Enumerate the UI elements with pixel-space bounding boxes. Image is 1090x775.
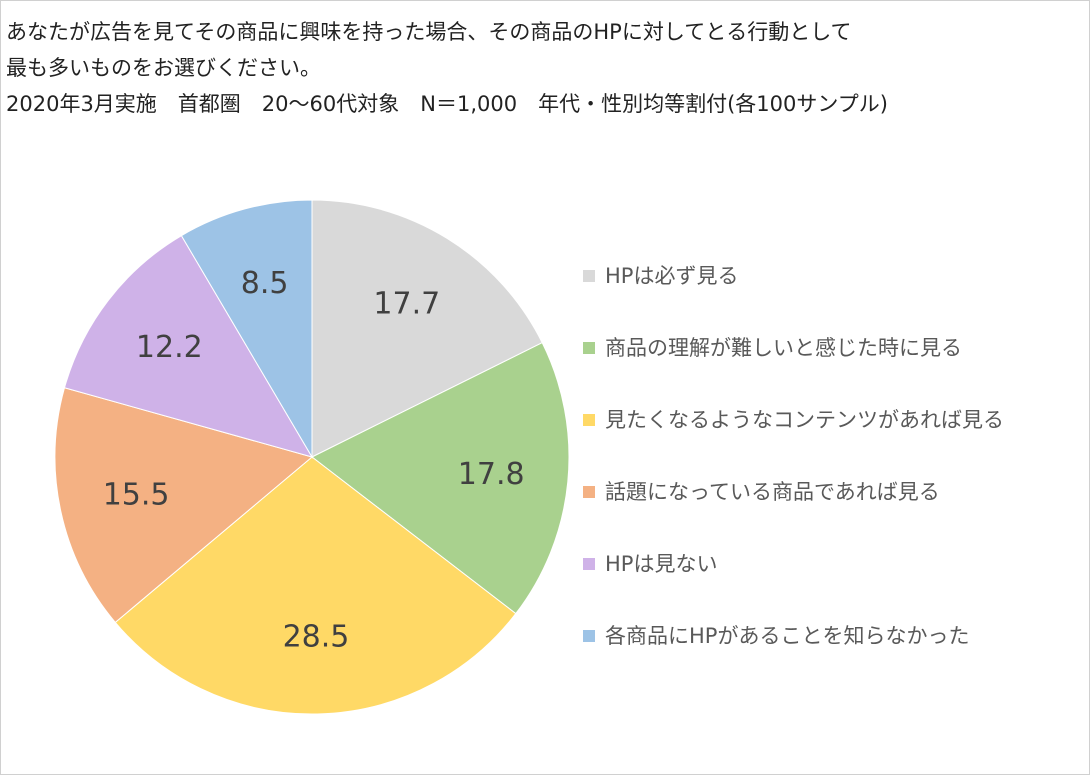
legend-label: HPは必ず見る: [605, 264, 739, 288]
legend-swatch: [583, 342, 595, 354]
legend-item-6: 各商品にHPがあることを知らなかった: [583, 618, 1004, 690]
pie-slice-4: [54, 387, 314, 624]
slice-value-label-5: 12.2: [136, 330, 203, 365]
pie-slice-1: [311, 199, 543, 458]
slice-value-label-3: 28.5: [283, 620, 350, 655]
pie-slice-5: [63, 234, 314, 458]
legend-swatch: [583, 270, 595, 282]
pie-slice-2: [311, 342, 570, 615]
slice-value-label-4: 15.5: [103, 478, 170, 513]
legend-item-3: 見たくなるようなコンテンツがあれば見る: [583, 402, 1004, 474]
legend-label: 商品の理解が難しいと感じた時に見る: [605, 336, 962, 360]
legend-label: 話題になっている商品であれば見る: [605, 480, 940, 504]
legend-swatch: [583, 558, 595, 570]
header-line-survey-info: 2020年3月実施 首都圏 20〜60代対象 N＝1,000 年代・性別均等割付…: [6, 92, 888, 116]
legend-label: HPは見ない: [605, 552, 718, 576]
legend-label: 各商品にHPがあることを知らなかった: [605, 624, 970, 648]
pie-slice-6: [180, 199, 313, 459]
chart-legend: HPは必ず見る商品の理解が難しいと感じた時に見る見たくなるようなコンテンツがあれ…: [583, 258, 1004, 690]
legend-swatch: [583, 414, 595, 426]
legend-item-4: 話題になっている商品であれば見る: [583, 474, 1004, 546]
slice-value-label-1: 17.7: [373, 287, 440, 322]
slice-value-label-6: 8.5: [241, 266, 289, 301]
slice-value-label-2: 17.8: [458, 457, 525, 492]
legend-swatch: [583, 486, 595, 498]
header-line-question: あなたが広告を見てその商品に興味を持った場合、その商品のHPに対してとる行動とし…: [6, 20, 852, 44]
legend-item-2: 商品の理解が難しいと感じた時に見る: [583, 330, 1004, 402]
pie-slice-3: [114, 456, 517, 715]
legend-item-1: HPは必ず見る: [583, 258, 1004, 330]
chart-header: あなたが広告を見てその商品に興味を持った場合、その商品のHPに対してとる行動とし…: [6, 14, 888, 122]
header-line-instruction: 最も多いものをお選びください。: [6, 56, 321, 80]
legend-swatch: [583, 630, 595, 642]
legend-label: 見たくなるようなコンテンツがあれば見る: [605, 408, 1004, 432]
legend-item-5: HPは見ない: [583, 546, 1004, 618]
